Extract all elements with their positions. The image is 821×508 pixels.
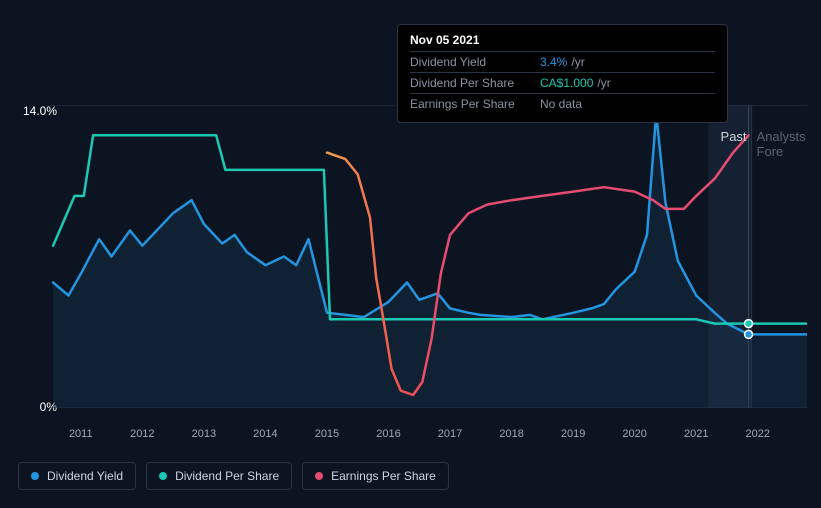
chart-tooltip: Nov 05 2021 Dividend Yield 3.4% /yr Divi…: [397, 24, 728, 123]
legend-item-yield[interactable]: Dividend Yield: [18, 462, 136, 490]
period-past-label: Past: [721, 129, 747, 144]
chart-legend: Dividend Yield Dividend Per Share Earnin…: [18, 462, 449, 490]
legend-item-dps[interactable]: Dividend Per Share: [146, 462, 292, 490]
x-axis-tick-label: 2020: [622, 428, 646, 440]
legend-item-eps[interactable]: Earnings Per Share: [302, 462, 449, 490]
tooltip-unit: /yr: [571, 55, 584, 69]
x-axis-tick-label: 2013: [192, 428, 216, 440]
tooltip-unit: /yr: [597, 76, 610, 90]
x-axis-tick-label: 2016: [376, 428, 400, 440]
x-axis-tick-label: 2011: [69, 428, 93, 440]
x-axis-tick-label: 2017: [438, 428, 462, 440]
tooltip-value: No data: [540, 97, 582, 111]
chart-svg: [50, 105, 807, 408]
tooltip-label: Dividend Per Share: [410, 76, 540, 90]
legend-dot-icon: [315, 472, 323, 480]
tooltip-row-dps: Dividend Per Share CA$1.000 /yr: [410, 72, 715, 93]
x-axis-tick-label: 2019: [561, 428, 585, 440]
legend-label: Earnings Per Share: [331, 469, 436, 483]
tooltip-date: Nov 05 2021: [410, 33, 715, 47]
legend-label: Dividend Per Share: [175, 469, 279, 483]
tooltip-label: Earnings Per Share: [410, 97, 540, 111]
tooltip-value: CA$1.000: [540, 76, 593, 90]
tooltip-row-eps: Earnings Per Share No data: [410, 93, 715, 114]
tooltip-label: Dividend Yield: [410, 55, 540, 69]
legend-dot-icon: [159, 472, 167, 480]
legend-label: Dividend Yield: [47, 469, 123, 483]
x-axis-tick-label: 2012: [130, 428, 154, 440]
x-axis-tick-label: 2021: [684, 428, 708, 440]
tooltip-value: 3.4%: [540, 55, 567, 69]
x-axis-tick-label: 2014: [253, 428, 277, 440]
period-forecast-label: Analysts Fore: [757, 129, 821, 159]
tooltip-row-yield: Dividend Yield 3.4% /yr: [410, 51, 715, 72]
x-axis-tick-label: 2022: [746, 428, 770, 440]
x-axis-tick-label: 2015: [315, 428, 339, 440]
x-axis-tick-label: 2018: [499, 428, 523, 440]
legend-dot-icon: [31, 472, 39, 480]
chart-plot-area[interactable]: [50, 105, 807, 408]
